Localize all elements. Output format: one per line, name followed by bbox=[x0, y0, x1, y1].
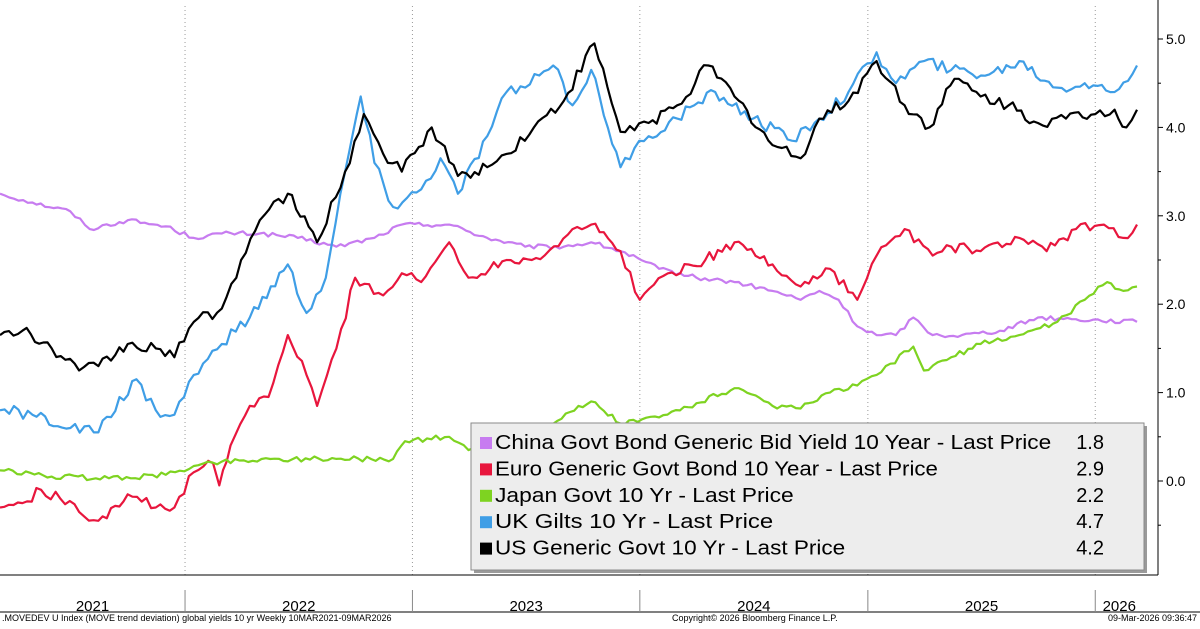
legend: China Govt Bond Generic Bid Yield 10 Yea… bbox=[470, 422, 1147, 573]
legend-value: 2.9 bbox=[1076, 458, 1104, 480]
series-line-1 bbox=[0, 192, 1138, 339]
footer-timestamp: 09-Mar-2026 09:36:47 bbox=[1107, 613, 1197, 623]
y-tick-label: 5.0 bbox=[1166, 31, 1186, 47]
series-line-4 bbox=[0, 51, 1138, 434]
y-tick-label: 4.0 bbox=[1166, 119, 1186, 135]
legend-label: Euro Generic Govt Bond 10 Year - Last Pr… bbox=[495, 458, 938, 480]
series-line-3 bbox=[0, 281, 1138, 482]
legend-swatch bbox=[480, 542, 492, 555]
y-tick-label: 1.0 bbox=[1166, 385, 1186, 401]
year-label-2024: 2024 bbox=[737, 598, 770, 615]
legend-swatch bbox=[480, 489, 492, 502]
legend-value: 2.2 bbox=[1076, 485, 1104, 507]
legend-label: US Generic Govt 10 Yr - Last Price bbox=[495, 538, 845, 560]
year-label-2025: 2025 bbox=[965, 598, 998, 615]
legend-label: China Govt Bond Generic Bid Yield 10 Yea… bbox=[495, 432, 1051, 454]
legend-value: 4.2 bbox=[1076, 538, 1104, 560]
legend-label: UK Gilts 10 Yr - Last Price bbox=[495, 511, 773, 533]
series-layer bbox=[0, 42, 1138, 522]
legend-label: Japan Govt 10 Yr - Last Price bbox=[495, 485, 794, 507]
legend-value: 4.7 bbox=[1076, 511, 1104, 533]
legend-value: 1.8 bbox=[1076, 432, 1104, 454]
legend-swatch bbox=[480, 437, 492, 449]
legend-swatch bbox=[480, 516, 492, 529]
y-tick-label: 2.0 bbox=[1166, 296, 1186, 312]
axis-layer: 5.0 4.0 3.0 2.0 1.0 0.0 2021 2022 2023 2024 2025 20… bbox=[0, 0, 1200, 615]
year-label-2022: 2022 bbox=[282, 598, 315, 615]
series-line-2 bbox=[0, 222, 1138, 522]
year-label-2021: 2021 bbox=[76, 598, 109, 615]
y-tick-label: 3.0 bbox=[1166, 208, 1186, 224]
legend-box bbox=[470, 422, 1145, 571]
series-line-5 bbox=[0, 42, 1138, 372]
footer-source: .MOVEDEV U Index (MOVE trend deviation) … bbox=[2, 613, 392, 623]
y-tick-label: 0.0 bbox=[1166, 473, 1186, 489]
year-label-2026: 2026 bbox=[1103, 598, 1136, 615]
year-label-2023: 2023 bbox=[509, 598, 542, 615]
footer-copyright: Copyright© 2026 Bloomberg Finance L.P. bbox=[672, 613, 838, 623]
legend-swatch bbox=[480, 463, 492, 476]
